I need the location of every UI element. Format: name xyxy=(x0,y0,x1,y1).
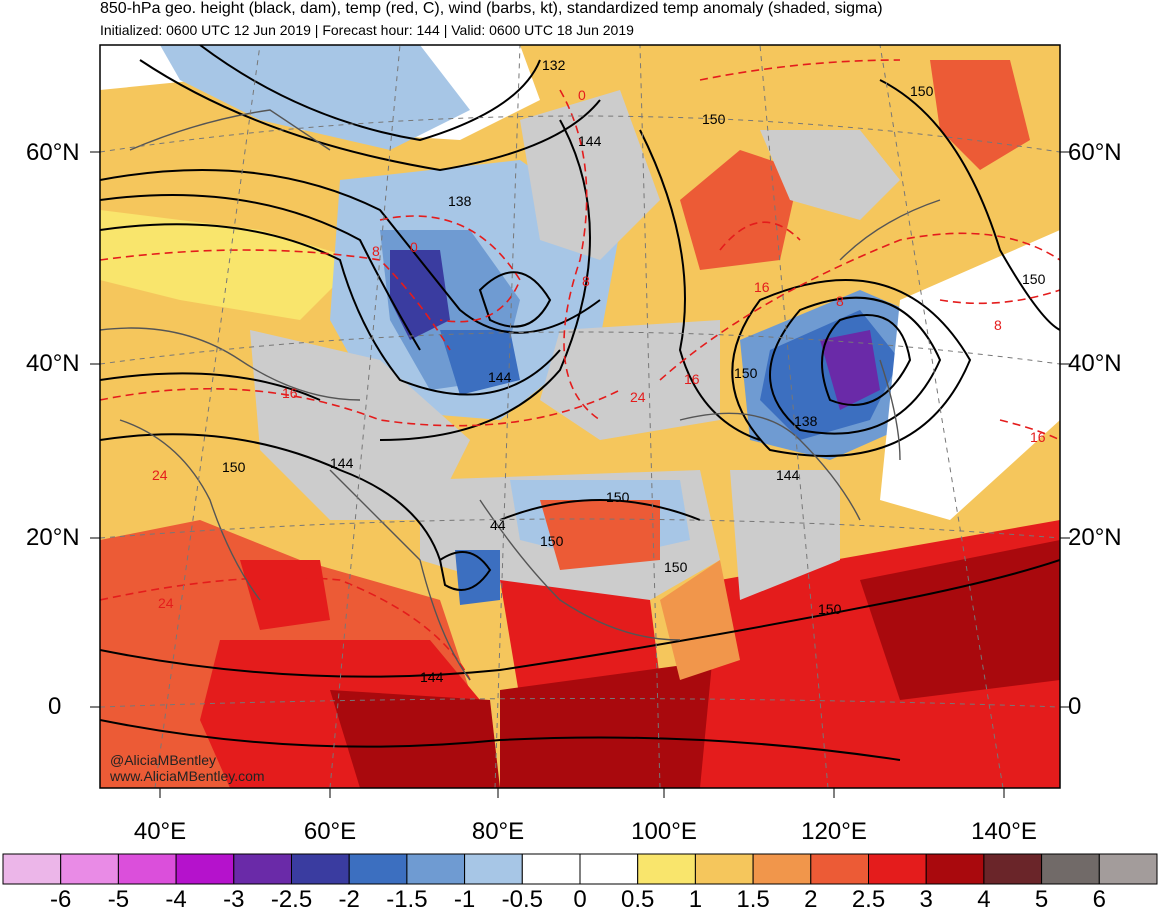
colorbar-label: 6 xyxy=(1092,886,1106,913)
colorbar-swatch xyxy=(175,853,235,885)
temperature-contour-label: 16 xyxy=(754,279,770,295)
height-contour-label: 150 xyxy=(664,559,688,575)
lat-label-left-20n: 20°N xyxy=(26,524,80,551)
lat-label-left-60n: 60°N xyxy=(26,139,80,166)
temperature-contour-label: 0 xyxy=(410,239,418,255)
colorbar-label: -5 xyxy=(107,886,130,913)
colorbar-swatch xyxy=(2,853,62,885)
temperature-contour-label: 8 xyxy=(582,273,590,289)
lon-label-80e: 80°E xyxy=(471,818,525,845)
lat-label-right-40n: 40°N xyxy=(1068,350,1122,377)
height-contour-label: 144 xyxy=(330,455,354,471)
height-contour-label: 150 xyxy=(702,111,726,127)
credit-handle: @AliciaMBentley xyxy=(110,752,217,768)
height-contour-labels: 132 144 138 144 150 150 150 150 144 150 150 144 138 1… xyxy=(222,57,1046,685)
colorbar-swatch xyxy=(521,853,581,885)
temperature-contour-label: 16 xyxy=(1030,429,1046,445)
temperature-contour-label: 16 xyxy=(684,371,700,387)
height-contour-label: 144 xyxy=(420,669,444,685)
colorbar-swatch xyxy=(925,853,985,885)
graticule xyxy=(100,45,1060,788)
height-contour-label: 150 xyxy=(818,601,842,617)
temperature-contour-label: 8 xyxy=(994,317,1002,333)
coastlines xyxy=(100,109,941,681)
colorbar-swatch xyxy=(694,853,754,885)
axis-ticks xyxy=(90,151,1070,798)
height-contour-label: 138 xyxy=(794,413,818,429)
lat-label-left-0: 0 xyxy=(48,693,62,720)
colorbar-label: 0 xyxy=(573,886,587,913)
lon-label-140e: 140°E xyxy=(971,818,1037,845)
colorbar-label: 0.5 xyxy=(621,886,655,913)
colorbar-label: 1 xyxy=(688,886,703,913)
colorbar-label: -2 xyxy=(338,886,360,913)
colorbar-label: 2 xyxy=(804,886,818,913)
lon-label-40e: 40°E xyxy=(133,818,187,845)
credit-website: www.AliciaMBentley.com xyxy=(110,768,265,784)
colorbar-swatch xyxy=(406,853,466,885)
colorbar-swatch xyxy=(348,853,408,885)
temperature-contour-label: 0 xyxy=(578,87,586,103)
lat-label-right-20n: 20°N xyxy=(1068,524,1122,551)
colorbar-swatch xyxy=(1098,853,1158,885)
colorbar-label: 4 xyxy=(977,886,991,913)
lat-label-right-0: 0 xyxy=(1068,693,1082,720)
height-contour-label: 144 xyxy=(776,467,800,483)
colorbar-label: -2.5 xyxy=(270,886,313,913)
temperature-contour-label: 24 xyxy=(158,595,174,611)
colorbar-label: -1.5 xyxy=(386,886,428,913)
colorbar-label: -6 xyxy=(50,886,72,913)
colorbar-swatch xyxy=(983,853,1043,885)
height-contour-label: 144 xyxy=(578,133,602,149)
colorbar-swatch xyxy=(810,853,869,885)
height-contour-label: 44 xyxy=(490,517,506,533)
map-subtitle: Initialized: 0600 UTC 12 Jun 2019 | Fore… xyxy=(100,22,634,38)
temperature-contour-label: 8 xyxy=(836,293,844,309)
colorbar-swatch xyxy=(60,853,119,885)
height-contour-label: 144 xyxy=(488,369,512,385)
temperature-contour-label: 8 xyxy=(372,243,380,259)
height-contour-label: 150 xyxy=(734,365,758,381)
temperature-contours xyxy=(100,59,1060,681)
lon-label-60e: 60°E xyxy=(303,818,357,845)
lon-label-100e: 100°E xyxy=(631,818,697,845)
colorbar-label: -3 xyxy=(223,886,245,913)
colorbar-swatch xyxy=(233,853,293,885)
height-contour-label: 132 xyxy=(542,57,566,73)
colorbar-swatch xyxy=(579,853,639,885)
colorbar-label: 5 xyxy=(1034,886,1049,913)
colorbar-swatch xyxy=(752,853,812,885)
height-contour-label: 150 xyxy=(222,459,246,475)
lat-label-left-40n: 40°N xyxy=(26,350,80,377)
colorbar-swatch xyxy=(1041,853,1100,885)
temperature-contour-label: 24 xyxy=(630,389,646,405)
colorbar-swatch xyxy=(868,853,927,885)
height-contour-label: 150 xyxy=(1022,271,1046,287)
lat-label-right-60n: 60°N xyxy=(1068,139,1122,166)
temperature-contour-labels: 0 8 0 8 16 16 24 16 24 8 8 16 24 xyxy=(152,87,1046,611)
lon-label-120e: 120°E xyxy=(801,818,867,845)
colorbar-label: 1.5 xyxy=(736,886,770,913)
colorbar-swatch xyxy=(464,853,523,885)
colorbar-label: -0.5 xyxy=(501,886,543,913)
height-contour-label: 150 xyxy=(606,489,630,505)
colorbar-swatch xyxy=(637,853,696,885)
height-contour-label: 138 xyxy=(448,193,472,209)
temperature-contour-label: 24 xyxy=(152,467,168,483)
colorbar-label: -4 xyxy=(165,886,187,913)
map-title: 850-hPa geo. height (black, dam), temp (… xyxy=(100,0,883,17)
colorbar-swatch xyxy=(117,853,177,885)
map-plot-area: 132 144 138 144 150 150 150 150 144 150 150 144 138 1… xyxy=(100,45,1060,788)
colorbar xyxy=(2,853,1158,885)
map-frame xyxy=(99,44,1061,789)
height-contour-label: 150 xyxy=(910,83,934,99)
colorbar-swatch xyxy=(291,853,350,885)
colorbar-label: 2.5 xyxy=(851,886,886,913)
colorbar-label: -1 xyxy=(453,886,476,913)
height-contours xyxy=(100,45,1060,761)
temperature-contour-label: 16 xyxy=(282,385,298,401)
height-contour-label: 150 xyxy=(540,533,564,549)
colorbar-label: 3 xyxy=(919,886,933,913)
